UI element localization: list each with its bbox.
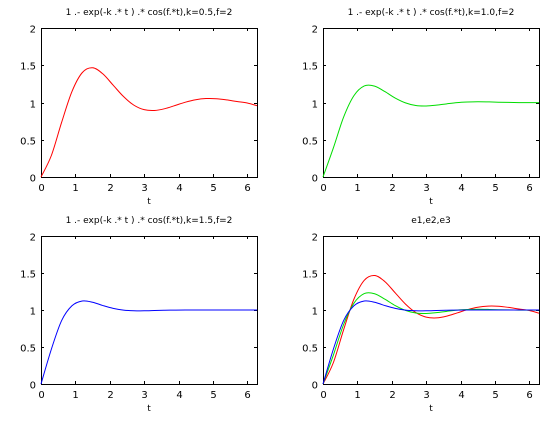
y-tick-label: 0.5 [302,137,318,148]
y-tick-label: 2 [30,25,36,36]
y-tick-label: 2 [312,233,318,244]
subplot-1: 1 .- exp(-k .* t ) .* cos(f.*t),k=0.5,f=… [20,8,258,207]
y-tick-label: 1.5 [302,62,318,73]
x-tick-label: 0 [38,390,44,401]
subplot-4: e1,e2,e3 0 1 2 3 4 5 6 0 0.5 1 1.5 2 t [302,216,540,414]
y-tick-label: 0.5 [20,137,36,148]
x-tick-label: 0 [320,390,326,401]
y-tick-label: 1.5 [20,62,36,73]
series-line-1 [322,84,539,178]
x-tick-label: 1 [72,390,78,401]
x-tick-label: 6 [244,390,250,401]
x-tick-label: 3 [423,390,429,401]
y-tick-label: 1.5 [20,270,36,281]
plot-title: 1 .- exp(-k .* t ) .* cos(f.*t),k=1.0,f=… [348,8,515,18]
x-tick-label: 5 [492,183,498,194]
x-tick-label: 6 [526,183,532,194]
x-tick-label: 1 [354,390,360,401]
plot-title: 1 .- exp(-k .* t ) .* cos(f.*t),k=1.5,f=… [66,216,233,226]
x-axis-label: t [147,197,151,207]
y-tick-label: 1.5 [302,270,318,281]
x-axis-label: t [429,197,433,207]
series-line-1 [40,300,257,385]
y-tick-label: 1 [30,307,36,318]
x-axis-label: t [147,404,151,414]
y-tick-label: 0 [30,381,36,392]
series-line-1 [40,67,258,178]
y-tick-label: 0 [312,174,318,185]
x-tick-label: 6 [244,183,250,194]
x-tick-label: 2 [389,183,395,194]
x-tick-label: 1 [354,183,360,194]
x-tick-label: 4 [458,390,464,401]
x-tick-label: 0 [38,183,44,194]
y-tick-label: 1 [312,307,318,318]
x-tick-label: 5 [210,183,216,194]
x-tick-label: 5 [210,390,216,401]
y-tick-label: 2 [312,25,318,36]
subplot-3: 1 .- exp(-k .* t ) .* cos(f.*t),k=1.5,f=… [20,216,258,414]
x-tick-label: 3 [423,183,429,194]
x-tick-label: 4 [458,183,464,194]
y-tick-label: 0 [312,381,318,392]
plot-title: e1,e2,e3 [411,216,451,226]
x-tick-label: 2 [107,183,113,194]
y-tick-label: 0.5 [20,344,36,355]
x-tick-label: 0 [320,183,326,194]
y-tick-label: 0 [30,174,36,185]
series-line-2 [322,292,539,385]
series-line-3 [322,300,539,385]
x-tick-label: 2 [389,390,395,401]
series-line-1 [322,275,540,385]
x-tick-label: 5 [492,390,498,401]
axes-frame [41,28,258,178]
x-tick-label: 6 [526,390,532,401]
x-tick-label: 4 [176,183,182,194]
x-tick-label: 2 [107,390,113,401]
y-tick-label: 0.5 [302,344,318,355]
y-tick-label: 2 [30,233,36,244]
plot-title: 1 .- exp(-k .* t ) .* cos(f.*t),k=0.5,f=… [66,8,233,18]
x-tick-label: 3 [141,183,147,194]
x-axis-label: t [429,404,433,414]
y-tick-label: 1 [312,100,318,111]
subplot-2: 1 .- exp(-k .* t ) .* cos(f.*t),k=1.0,f=… [302,8,540,207]
x-tick-label: 3 [141,390,147,401]
x-tick-label: 1 [72,183,78,194]
y-tick-label: 1 [30,100,36,111]
x-tick-label: 4 [176,390,182,401]
axes-frame [323,28,540,178]
